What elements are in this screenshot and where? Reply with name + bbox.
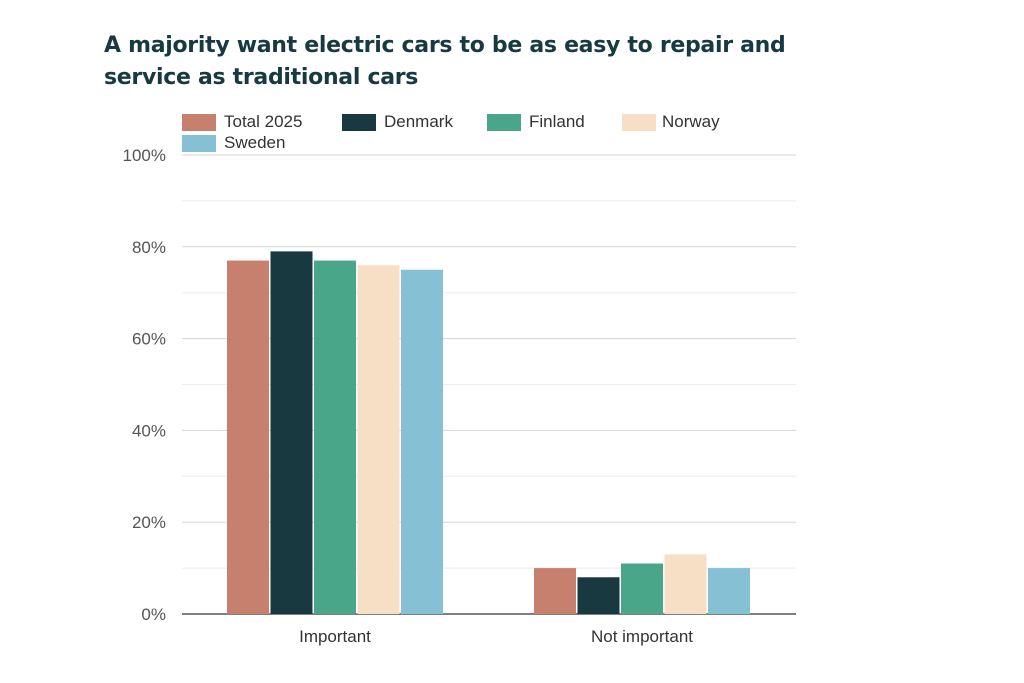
legend-label: Sweden [224, 133, 286, 152]
y-tick-label: 60% [132, 330, 166, 349]
legend-item-sweden: Sweden [182, 133, 285, 153]
legend-item-total-2025: Total 2025 [182, 112, 302, 132]
y-tick-label: 40% [132, 421, 166, 440]
bar-total-2025-not-important[interactable] [534, 568, 576, 614]
bar-norway-not-important[interactable] [664, 554, 707, 614]
legend-swatch [182, 134, 216, 152]
legend-swatch [487, 113, 521, 131]
legend-swatch [182, 113, 216, 131]
legend-label: Denmark [384, 112, 453, 131]
bar-norway-important[interactable] [357, 265, 400, 614]
bar-finland-important[interactable] [314, 260, 356, 614]
legend-swatch [622, 113, 656, 131]
legend-label: Norway [662, 112, 720, 131]
x-category-label: Important [299, 627, 371, 646]
bar-denmark-not-important[interactable] [577, 577, 620, 614]
legend-item-norway: Norway [622, 112, 720, 132]
bar-sweden-not-important[interactable] [708, 568, 750, 614]
legend-item-finland: Finland [487, 112, 585, 132]
y-tick-label: 0% [141, 605, 166, 624]
legend-item-denmark: Denmark [342, 112, 453, 132]
legend-label: Total 2025 [224, 112, 303, 131]
chart-title: A majority want electric cars to be as e… [104, 33, 786, 90]
bar-denmark-important[interactable] [270, 251, 313, 614]
legend-swatch [342, 113, 376, 131]
y-tick-label: 80% [132, 238, 166, 257]
bar-total-2025-important[interactable] [227, 260, 269, 614]
y-tick-label: 100% [123, 146, 166, 165]
x-category-label: Not important [591, 627, 693, 646]
bar-sweden-important[interactable] [401, 269, 443, 614]
y-tick-label: 20% [132, 513, 166, 532]
legend-label: Finland [529, 112, 585, 131]
bar-finland-not-important[interactable] [621, 563, 663, 614]
